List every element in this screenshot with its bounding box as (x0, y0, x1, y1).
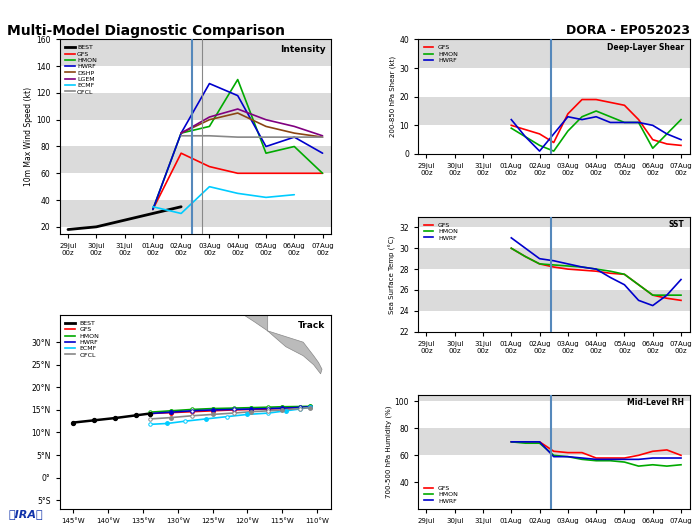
Text: DORA - EP052023: DORA - EP052023 (566, 24, 690, 37)
Bar (60, 39, 331, 66)
Legend: GFS, HMON, HWRF: GFS, HMON, HWRF (421, 483, 461, 506)
Bar (418, 290, 690, 311)
Bar (418, 428, 690, 455)
Point (144, 410, 155, 418)
Text: SST: SST (668, 220, 684, 229)
Legend: BEST, GFS, HMON, HWRF, DSHP, LGEM, ECMF, OFCL: BEST, GFS, HMON, HWRF, DSHP, LGEM, ECMF,… (62, 43, 99, 97)
Text: Track: Track (298, 321, 326, 330)
Y-axis label: 700-500 hPa Humidity (%): 700-500 hPa Humidity (%) (385, 406, 391, 498)
Bar (418, 248, 690, 269)
Legend: GFS, HMON, HWRF: GFS, HMON, HWRF (421, 43, 461, 66)
Text: Mid-Level RH: Mid-Level RH (627, 398, 684, 407)
Text: Deep-Layer Shear: Deep-Layer Shear (607, 43, 684, 52)
Text: ⒸIRA⛅: ⒸIRA⛅ (8, 509, 43, 519)
Point (68, 418, 79, 427)
Y-axis label: 200-850 hPa Shear (kt): 200-850 hPa Shear (kt) (390, 56, 396, 137)
Y-axis label: 10m Max Wind Speed (kt): 10m Max Wind Speed (kt) (25, 87, 33, 186)
Bar (60, 200, 331, 227)
Y-axis label: Sea Surface Temp (°C): Sea Surface Temp (°C) (389, 235, 396, 313)
Bar (418, 97, 690, 125)
Bar (60, 93, 331, 120)
Bar (418, 217, 690, 227)
Text: Intensity: Intensity (280, 45, 326, 54)
Point (110, 414, 121, 422)
Legend: BEST, GFS, HMON, HWRF, ECMF, OFCL: BEST, GFS, HMON, HWRF, ECMF, OFCL (62, 318, 102, 360)
Text: Multi-Model Diagnostic Comparison: Multi-Model Diagnostic Comparison (7, 24, 285, 38)
Point (89, 416, 100, 425)
Polygon shape (216, 306, 267, 331)
Bar (60, 146, 331, 173)
Polygon shape (267, 331, 322, 374)
Bar (418, 395, 690, 402)
Point (130, 411, 141, 419)
Bar (418, 39, 690, 68)
Legend: GFS, HMON, HWRF: GFS, HMON, HWRF (421, 220, 461, 243)
